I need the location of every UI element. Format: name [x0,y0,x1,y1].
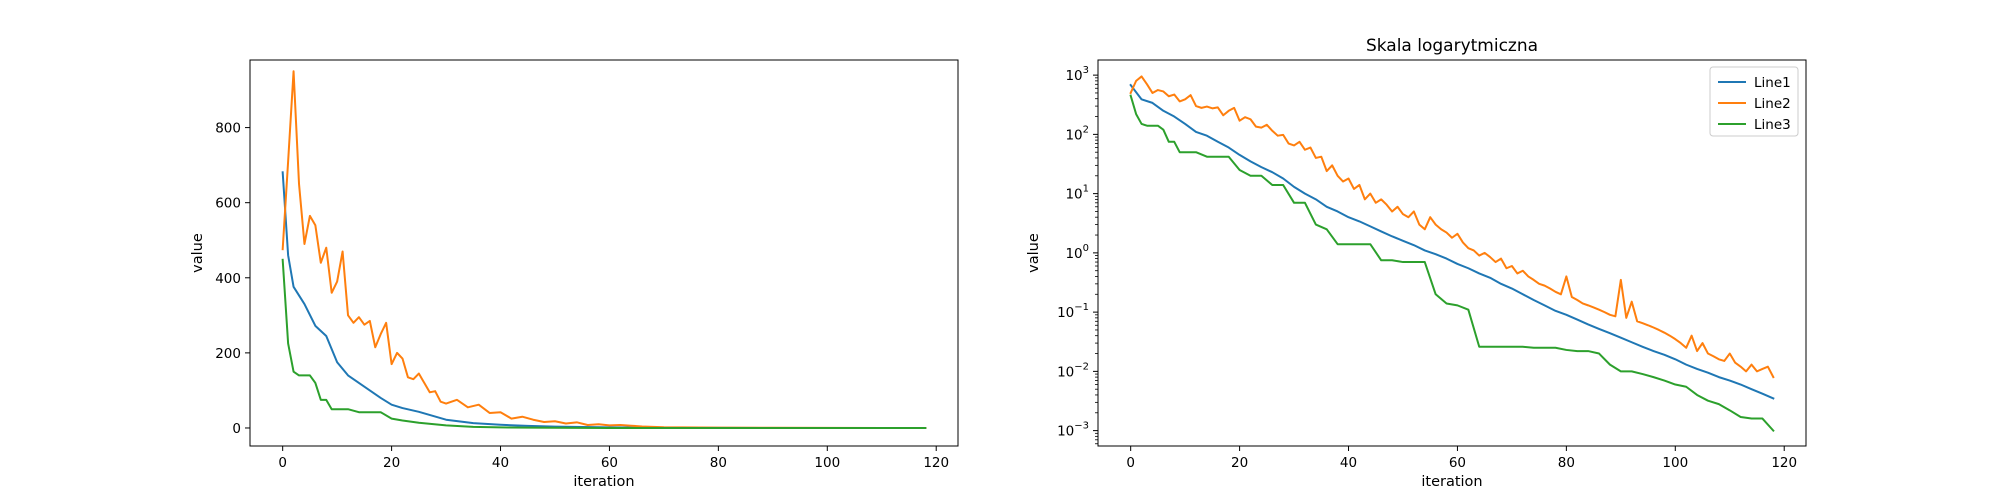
x-tick-label: 60 [1449,455,1466,471]
chart-title: Skala logarytmiczna [1366,36,1538,56]
x-tick-label: 60 [601,455,618,471]
y-tick-label: 101 [1065,184,1089,203]
legend-label-line1: Line1 [1754,75,1791,91]
x-tick-label: 80 [1558,455,1575,471]
y-tick-label: 200 [215,346,241,362]
series-line-line2 [281,70,927,429]
y-tick-label: 100 [1065,243,1089,262]
linear-chart-panel: 0 20 40 60 80 100 120 0 200 400 600 800 iteration val… [190,59,959,490]
legend-label-line3: Line3 [1754,117,1791,133]
y-tick-label: 103 [1065,65,1089,84]
log-chart-panel: 0 20 40 60 80 100 120 10−3 10−2 10−1 100 101 102 103 i… [1026,36,1807,490]
x-axis-label: iteration [1421,474,1482,490]
y-tick-label: 10−1 [1057,302,1089,321]
x-tick-label: 20 [383,455,400,471]
series-line-line2 [1129,75,1775,379]
axes-frame [249,59,959,447]
axes-frame [1097,59,1807,447]
legend: Line1 Line2 Line3 [1709,66,1799,137]
y-tick-label: 10−3 [1057,421,1089,440]
legend-label-line2: Line2 [1754,96,1791,112]
x-tick-label: 0 [278,455,287,471]
series-group [281,70,927,429]
y-axis-label: value [1026,233,1042,273]
x-tick-label: 100 [814,455,840,471]
x-tick-label: 40 [1340,455,1357,471]
legend-box [1709,66,1799,137]
y-tick-label: 400 [215,271,241,287]
y-axis-label: value [190,233,206,273]
x-tick-label: 120 [923,455,949,471]
series-line-line3 [281,258,927,429]
x-tick-label: 40 [492,455,509,471]
y-tick-label: 0 [232,421,241,437]
x-tick-label: 20 [1231,455,1248,471]
y-tick-label: 102 [1065,124,1089,143]
series-group [1129,75,1775,433]
x-tick-label: 100 [1662,455,1688,471]
y-tick-label: 10−2 [1057,361,1089,380]
x-tick-label: 0 [1126,455,1135,471]
x-axis-label: iteration [573,474,634,490]
y-tick-label: 600 [215,196,241,212]
x-tick-label: 120 [1771,455,1797,471]
y-tick-label: 800 [215,121,241,137]
series-line-line3 [1129,94,1775,433]
x-tick-label: 80 [710,455,727,471]
series-line-line1 [281,171,927,429]
series-line-line1 [1129,83,1775,400]
